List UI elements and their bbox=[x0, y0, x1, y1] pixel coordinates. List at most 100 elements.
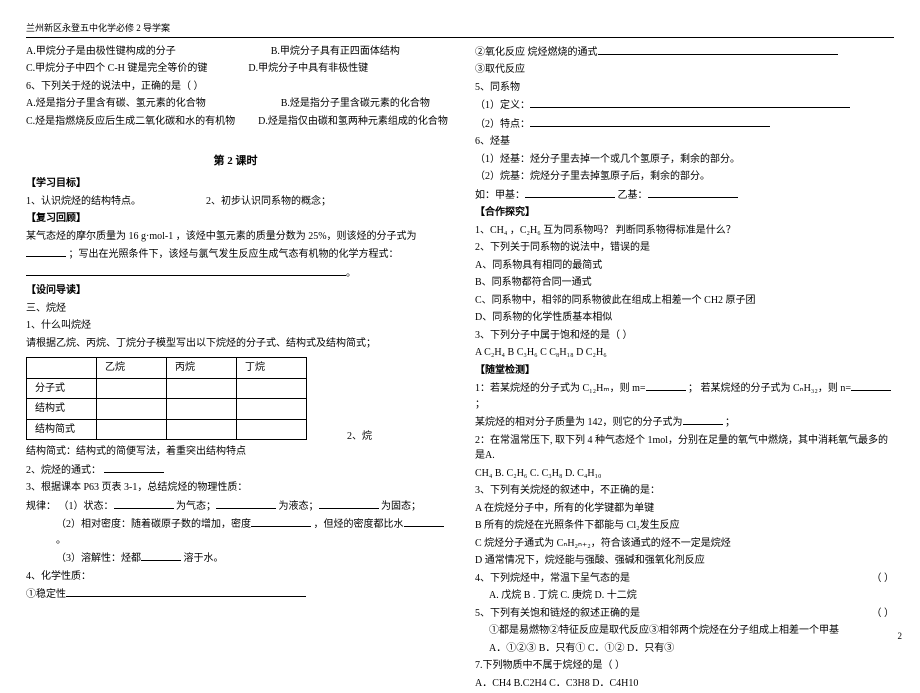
r-l2: ③取代反应 bbox=[475, 62, 894, 78]
t7: 7.下列物质中不属于烷烃的是（ ） bbox=[475, 658, 894, 674]
t4-text: 4、下列烷烃中，常温下呈气态的是 bbox=[475, 571, 630, 587]
two-column-layout: A.甲烷分子是由极性键构成的分子 B.甲烷分子具有正四面体结构 C.甲烷分子中四… bbox=[26, 44, 894, 693]
t3c: C 烷烃分子通式为 CₙH₂ₙ₊₂，符合该通式的烃不一定是烷烃 bbox=[475, 536, 894, 552]
q6-row1: A.烃是指分子里含有碳、氢元素的化合物 B.烃是指分子里含碳元素的化合物 bbox=[26, 96, 445, 112]
rule2a: （2）相对密度：随着碳原子数的增加，密度 bbox=[56, 519, 251, 530]
blank-line bbox=[26, 265, 346, 276]
rule1: 规律： （1）状态： 为气态； 为液态； 为固态； bbox=[26, 498, 445, 515]
blank bbox=[319, 498, 379, 509]
q6-row2: C.烃是指燃烧反应后生成二氧化碳和水的有机物 D.烃是指仅由碳和氢两种元素组成的… bbox=[26, 114, 445, 130]
t1a: 1：若某烷烃的分子式为 C₁₂Hₘ，则 m= bbox=[475, 383, 646, 394]
goals-label: 【学习目标】 bbox=[26, 176, 445, 192]
doc-header: 兰州新区永登五中化学必修 2 导学案 bbox=[26, 22, 894, 38]
q6-b: B.烃是指分子里含碳元素的化合物 bbox=[281, 98, 430, 109]
t1: 1：若某烷烃的分子式为 C₁₂Hₘ，则 m= ； 若某烷烃的分子式为 CₙH₃₂… bbox=[475, 380, 894, 412]
blank bbox=[26, 246, 66, 257]
blank bbox=[404, 516, 444, 527]
s5: 5、同系物 bbox=[475, 80, 894, 96]
row-molecular: 分子式 bbox=[27, 378, 97, 399]
q6-d: D.烃是指仅由碳和氢两种元素组成的化合物 bbox=[258, 116, 448, 127]
goal2: 2、初步认识同系物的概念； bbox=[206, 196, 331, 207]
s6c-mid: 乙基： bbox=[618, 190, 648, 201]
goal1: 1、认识烷烃的结构特点。 bbox=[26, 196, 141, 207]
side-note: 2、烷 bbox=[347, 429, 372, 445]
s3: 三、烷烃 bbox=[26, 301, 445, 317]
c1: 1、CH₄ ，C₂H₆ 互为同系物吗？ 判断同系物得标准是什么？ bbox=[475, 223, 894, 239]
t2: 2：在常温常压下, 取下列 4 种气态烃个 1mol，分别在足量的氧气中燃烧，其… bbox=[475, 433, 894, 464]
rule2c: 。 bbox=[56, 535, 66, 546]
lesson-title: 第 2 课时 bbox=[26, 153, 445, 170]
t1e: ； bbox=[725, 417, 735, 428]
r-l1-text: ②氧化反应 烷烃燃烧的通式 bbox=[475, 47, 598, 58]
rule3a: （3）溶解性：烃都 bbox=[56, 553, 141, 564]
rule2b: ，但烃的密度都比水 bbox=[314, 519, 404, 530]
th-blank bbox=[27, 358, 97, 379]
q5-d: D.甲烷分子中具有非极性键 bbox=[248, 63, 368, 74]
review-q2-text: ；写出在光照条件下，该烃与氯气发生反应生成气态有机物的化学方程式： bbox=[69, 249, 399, 260]
s6: 6、烃基 bbox=[475, 134, 894, 150]
rule3: （3）溶解性：烃都 溶于水。 bbox=[26, 550, 445, 567]
blank bbox=[525, 187, 615, 198]
t3b: B 所有的烷烃在光照条件下都能与 Cl₂发生反应 bbox=[475, 518, 894, 534]
s4: 4、化学性质： bbox=[26, 569, 445, 585]
t1d: 某烷烃的相对分子质量为 142，则它的分子式为 ； bbox=[475, 414, 894, 431]
review-q: 某气态烃的摩尔质量为 16 g·mol-1 ，该烃中氢元素的质量分数为 25%，… bbox=[26, 229, 445, 245]
th-propane: 丙烷 bbox=[167, 358, 237, 379]
rule-label: 规律： bbox=[26, 501, 56, 512]
c3opts: A C₂H₄ B C₃H₆ C C₈H₁₈ D C₂H₆ bbox=[475, 345, 894, 361]
q5-c: C.甲烷分子中四个 C-H 键是完全等价的键 bbox=[26, 63, 207, 74]
blank bbox=[683, 414, 723, 425]
t5-text: 5、下列有关饱和链烃的叙述正确的是 bbox=[475, 606, 640, 622]
post1: 结构简式：结构式的简便写法，着重突出结构特点 bbox=[26, 444, 445, 460]
t4: 4、下列烷烃中，常温下呈气态的是 （ ） bbox=[475, 571, 894, 587]
test-label: 【随堂检测】 bbox=[475, 363, 894, 379]
read-label: 【设问导读】 bbox=[26, 283, 445, 299]
post3: 3、根据课本 P63 页表 3-1，总结烷烃的物理性质： bbox=[26, 480, 445, 496]
t3a: A 在烷烃分子中，所有的化学键都为单键 bbox=[475, 501, 894, 517]
right-column: ②氧化反应 烷烃燃烧的通式 ③取代反应 5、同系物 （1）定义： （2）特点： … bbox=[475, 44, 894, 693]
r-l1: ②氧化反应 烷烃燃烧的通式 bbox=[475, 44, 894, 61]
q5-b: B.甲烷分子具有正四面体结构 bbox=[271, 46, 400, 57]
s3q1: 1、什么叫烷烃 bbox=[26, 318, 445, 334]
s5b-text: （2）特点： bbox=[475, 119, 530, 130]
blank bbox=[216, 498, 276, 509]
q5-row2: C.甲烷分子中四个 C-H 键是完全等价的键 D.甲烷分子中具有非极性键 bbox=[26, 61, 445, 77]
c2a: A、同系物具有相同的最简式 bbox=[475, 258, 894, 274]
q5-row1: A.甲烷分子是由极性键构成的分子 B.甲烷分子具有正四面体结构 bbox=[26, 44, 445, 60]
c2c: C、同系物中，相邻的同系物彼此在组成上相差一个 CH2 原子团 bbox=[475, 293, 894, 309]
t5: 5、下列有关饱和链烃的叙述正确的是 （ ） bbox=[475, 606, 894, 622]
c2: 2、下列关于同系物的说法中，错误的是 bbox=[475, 240, 894, 256]
t4opts: A. 戊烷 B . 丁烷 C. 庚烷 D. 十二烷 bbox=[475, 588, 894, 604]
rule1a: （1）状态： bbox=[59, 501, 114, 512]
c2d: D、同系物的化学性质基本相似 bbox=[475, 310, 894, 326]
alkane-table: 乙烷 丙烷 丁烷 分子式 结构式 结构简式 bbox=[26, 357, 307, 440]
left-column: A.甲烷分子是由极性键构成的分子 B.甲烷分子具有正四面体结构 C.甲烷分子中四… bbox=[26, 44, 445, 693]
review-label: 【复习回顾】 bbox=[26, 211, 445, 227]
t1d-text: 某烷烃的相对分子质量为 142，则它的分子式为 bbox=[475, 417, 683, 428]
t3d: D 通常情况下，烷烃能与强酸、强碱和强氧化剂反应 bbox=[475, 553, 894, 569]
blank bbox=[251, 516, 311, 527]
q6-stem: 6、下列关于烃的说法中，正确的是（ ） bbox=[26, 79, 445, 95]
rule2: （2）相对密度：随着碳原子数的增加，密度 ，但烃的密度都比水 。 bbox=[26, 516, 445, 548]
blank bbox=[114, 498, 174, 509]
review-q2: ；写出在光照条件下，该烃与氯气发生反应生成气态有机物的化学方程式： bbox=[26, 246, 445, 263]
blank bbox=[530, 116, 770, 127]
page-number: 2 bbox=[898, 630, 903, 644]
s5a-text: （1）定义： bbox=[475, 100, 530, 111]
t5body: ①都是易燃物②特征反应是取代反应③相邻两个烷烃在分子组成上相差一个甲基 bbox=[475, 623, 894, 639]
blank bbox=[648, 187, 738, 198]
review-blank: 。 bbox=[26, 265, 445, 282]
rule3b: 溶于水。 bbox=[184, 553, 224, 564]
blank bbox=[598, 44, 838, 55]
c3: 3、下列分子中属于饱和烃的是（ ） bbox=[475, 328, 894, 344]
rule1b: 为气态； bbox=[176, 501, 216, 512]
t5opts: A．①②③ B．只有① C．①② D．只有③ bbox=[475, 641, 894, 657]
s41-text: ①稳定性 bbox=[26, 589, 66, 600]
s6b: （2）烷基：烷烃分子里去掉氢原子后，剩余的部分。 bbox=[475, 169, 894, 185]
rule1c: 为液态； bbox=[279, 501, 319, 512]
s6a: （1）烃基：烃分子里去掉一个或几个氢原子，剩余的部分。 bbox=[475, 152, 894, 168]
c2b: B、同系物都符合同一通式 bbox=[475, 275, 894, 291]
post2: 2、烷烃的通式： bbox=[26, 462, 445, 479]
s5b: （2）特点： bbox=[475, 116, 894, 133]
q5-a: A.甲烷分子是由极性键构成的分子 bbox=[26, 46, 176, 57]
